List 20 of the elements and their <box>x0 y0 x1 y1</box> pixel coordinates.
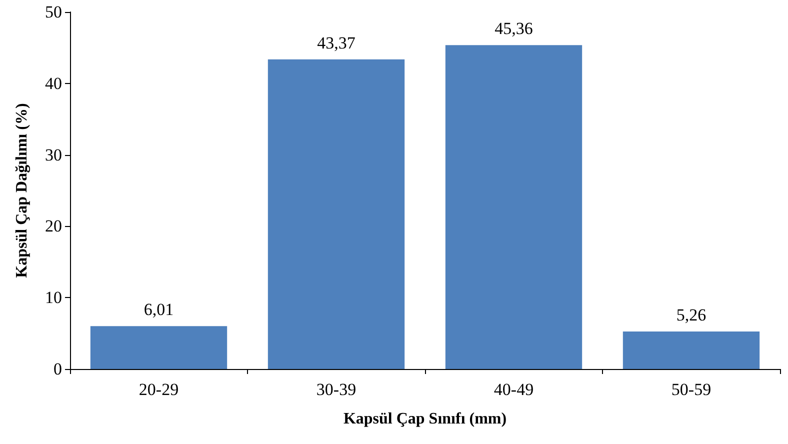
bar <box>622 331 760 369</box>
x-tick-label: 30-39 <box>316 380 356 399</box>
y-tick-label: 10 <box>45 288 62 308</box>
data-label: 5,26 <box>676 305 706 324</box>
y-tick-label: 20 <box>45 216 62 236</box>
y-tick-label: 40 <box>45 74 62 93</box>
y-axis-title: Kapsül Çap Dağılımı (%) <box>14 103 30 278</box>
y-tick-label: 30 <box>45 145 62 164</box>
x-tick-label: 20-29 <box>138 380 179 399</box>
x-tick-label: 40-49 <box>494 380 534 399</box>
bar <box>90 326 228 369</box>
y-tick-label: 0 <box>54 360 62 378</box>
data-label: 45,36 <box>494 19 533 38</box>
y-tick-label: 50 <box>45 2 62 22</box>
x-axis-title: Kapsül Çap Sınıfı (mm) <box>343 410 507 428</box>
bar <box>445 45 582 369</box>
data-label: 6,01 <box>144 300 174 320</box>
x-tick-label: 50-59 <box>671 380 712 399</box>
bar <box>268 59 405 369</box>
data-label: 43,37 <box>317 33 356 52</box>
